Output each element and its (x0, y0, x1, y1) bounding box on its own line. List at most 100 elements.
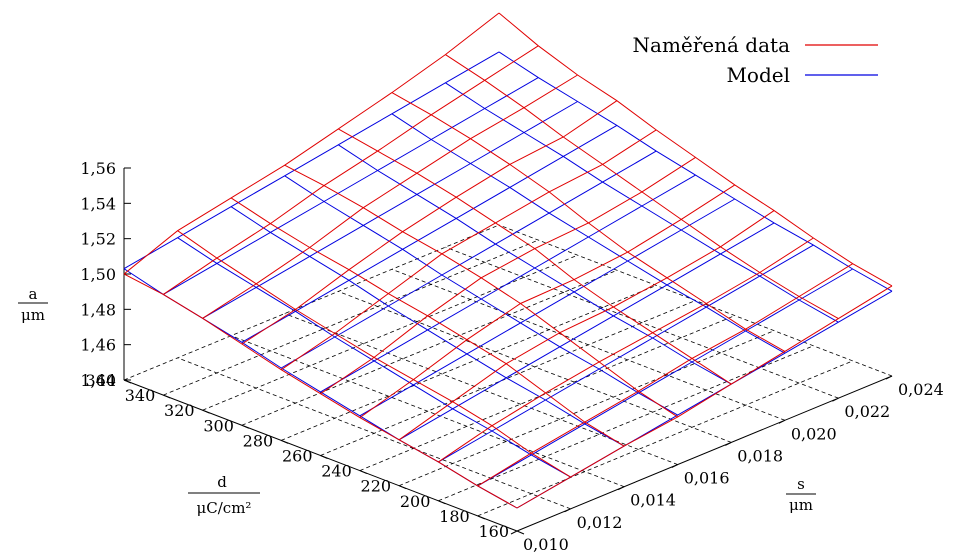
grid-line-s (284, 313, 678, 465)
grid-line-d (202, 254, 578, 411)
d-tick-label: 220 (361, 477, 392, 496)
model-line-d (477, 268, 853, 487)
measured-line-d (123, 12, 500, 275)
measured-line-s (445, 54, 839, 320)
model-line-d (359, 198, 736, 417)
measured-line-d (516, 285, 893, 509)
measured-line-s (338, 128, 732, 385)
d-tick (438, 500, 446, 505)
s-tick (778, 419, 786, 424)
grid-line-d (398, 330, 775, 487)
model-line-d (202, 101, 578, 319)
axes: 360 340 320 300 280 260 240 220 200 180 160 0,010 0,… (80, 159, 943, 554)
grid-line-s (177, 357, 571, 510)
d-tick-label: 360 (85, 371, 116, 390)
measured-line-d (163, 45, 539, 295)
z-axis-label-den: μm (21, 306, 45, 324)
d-tick (202, 409, 210, 414)
d-tick-label: 300 (203, 416, 234, 435)
d-axis-label: d μC/cm² (188, 473, 260, 517)
d-tick-label: 280 (243, 431, 274, 450)
model-line-s (498, 51, 893, 292)
grid-line-s (230, 335, 625, 488)
model-surface (123, 51, 893, 509)
grid-line-d (359, 315, 735, 471)
model-line-s (445, 82, 839, 323)
z-tick-label: 1,52 (80, 230, 116, 249)
d-tick-label: 180 (439, 507, 470, 526)
s-tick-label: 0,020 (791, 424, 837, 443)
model-line-d (163, 77, 539, 295)
z-axis-label: a μm (18, 285, 48, 324)
z-tick-label: 1,46 (80, 336, 116, 355)
model-line-s (391, 113, 786, 354)
d-tick-label: 240 (321, 462, 352, 481)
base-grid (123, 224, 893, 517)
d-tick-label: 320 (164, 401, 195, 420)
s-tick (510, 530, 518, 535)
measured-line-d (398, 210, 775, 441)
measured-line-d (241, 100, 618, 345)
s-axis-line (516, 375, 893, 532)
model-line-d (280, 150, 657, 369)
d-tick (359, 470, 367, 475)
d-axis-label-den: μC/cm² (197, 499, 252, 517)
s-axis-label-num: s (797, 475, 805, 493)
grid-line-d (163, 239, 539, 396)
measured-line-s (284, 164, 678, 418)
d-tick (477, 515, 485, 520)
model-line-d (241, 124, 618, 343)
measured-line-d (280, 129, 657, 371)
model-line-d (438, 244, 814, 463)
legend-label-measured: Naměřená data (633, 33, 791, 57)
d-tick (241, 424, 250, 429)
s-tick (617, 486, 625, 491)
s-tick-label: 0,014 (630, 491, 676, 510)
d-tick-label: 200 (400, 492, 431, 511)
s-tick-label: 0,022 (844, 402, 890, 421)
measured-line-d (359, 184, 736, 419)
z-tick-label: 1,48 (80, 300, 116, 319)
model-line-d (320, 174, 696, 393)
s-tick-label: 0,010 (523, 535, 569, 554)
measured-line-d (320, 156, 696, 395)
model-line-d (123, 51, 500, 270)
z-axis-label-num: a (29, 285, 38, 303)
measured-surface (123, 12, 893, 509)
s-tick (832, 397, 839, 402)
model-line-s (338, 144, 732, 385)
d-tick (398, 485, 407, 490)
measured-line-s (177, 230, 571, 478)
z-tick-label: 1,56 (80, 159, 116, 178)
z-tick-label: 1,54 (80, 194, 116, 213)
model-line-d (398, 222, 775, 441)
d-tick-label: 260 (282, 447, 313, 466)
s-axis-label: s μm (786, 475, 816, 514)
measured-line-d (477, 263, 853, 487)
legend-label-model: Model (726, 63, 790, 87)
s-tick (885, 375, 893, 380)
measured-line-s (123, 273, 518, 509)
z-tick-label: 1,50 (80, 265, 116, 284)
measured-line-d (438, 237, 814, 463)
d-axis-label-num: d (217, 473, 227, 491)
d-tick (516, 530, 525, 535)
grid-line-d (281, 285, 657, 441)
measured-line-s (498, 12, 893, 287)
grid-line-s (445, 246, 839, 399)
s-tick (725, 441, 732, 446)
measured-line-s (230, 197, 625, 447)
s-tick-label: 0,024 (898, 380, 944, 399)
d-tick-label: 340 (125, 386, 156, 405)
s-tick-label: 0,018 (737, 446, 783, 465)
d-tick (281, 439, 289, 444)
s-tick (564, 508, 571, 513)
grid-line-d (320, 300, 696, 456)
z-tick-label: 1,44 (80, 371, 116, 390)
legend: Naměřená data Model (633, 33, 878, 87)
d-tick (163, 394, 171, 399)
d-tick (320, 455, 328, 459)
s-tick-label: 0,016 (684, 469, 730, 488)
grid-line-d (477, 360, 853, 517)
